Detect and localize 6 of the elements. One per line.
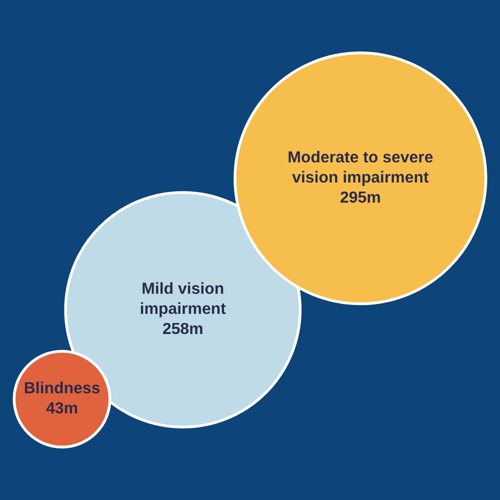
data-label: 295m	[340, 191, 380, 203]
category-label: Moderate to severe vision impairment	[288, 150, 433, 186]
data-label: 258m	[163, 322, 202, 334]
data-label: 43m	[46, 402, 78, 414]
category-label: Blindness	[24, 382, 100, 394]
category-label: Mild vision impairment	[140, 282, 226, 318]
